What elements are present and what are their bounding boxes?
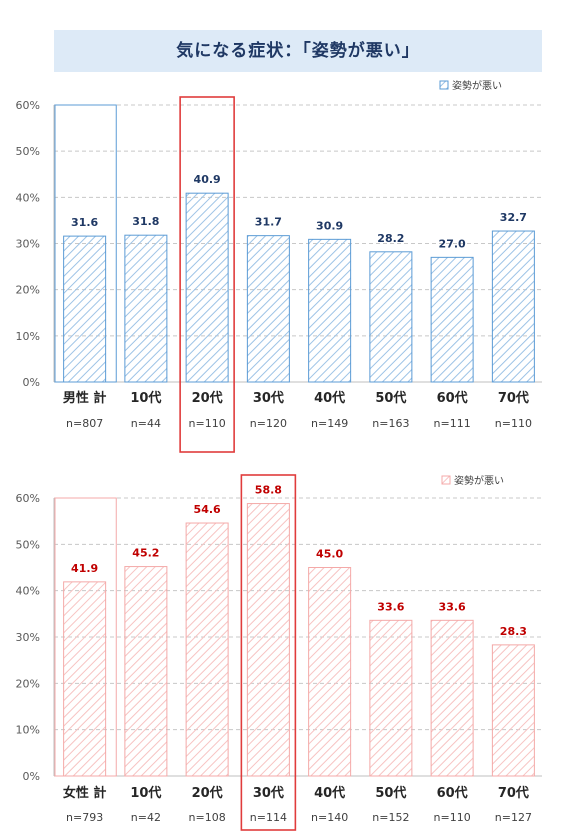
y-tick-label: 0% — [23, 770, 40, 783]
category-label: 20代 — [192, 785, 223, 801]
sample-size-label: n=110 — [495, 417, 532, 430]
data-label: 45.2 — [132, 547, 159, 560]
sample-size-label: n=111 — [434, 417, 471, 430]
bar — [308, 567, 352, 777]
bar — [63, 235, 107, 383]
bar — [430, 256, 474, 383]
legend-label: 姿勢が悪い — [454, 474, 504, 487]
data-label: 41.9 — [71, 562, 98, 575]
bar — [369, 619, 413, 777]
data-label: 40.9 — [194, 173, 221, 186]
data-label: 31.8 — [132, 215, 159, 228]
bar — [185, 192, 229, 383]
chart-2: 0% 10% 20% 30% 40% 50% 60% 姿勢が悪い 41.9 女性 計 n=793 45… — [16, 474, 542, 831]
bar — [246, 235, 290, 383]
highlight-box — [240, 474, 297, 831]
bar — [308, 238, 352, 383]
data-label: 28.3 — [500, 625, 527, 638]
bar — [430, 619, 474, 777]
sample-size-label: n=44 — [131, 417, 161, 430]
category-label: 男性 計 — [63, 390, 107, 406]
y-tick-label: 50% — [16, 145, 40, 158]
legend-label: 姿勢が悪い — [452, 79, 502, 92]
y-tick-label: 60% — [16, 99, 40, 112]
data-label: 54.6 — [194, 503, 221, 516]
category-label: 50代 — [375, 785, 406, 801]
y-tick-label: 50% — [16, 538, 40, 551]
y-tick-label: 20% — [16, 677, 40, 690]
category-label: 女性 計 — [63, 785, 107, 801]
bar — [63, 581, 107, 777]
legend-swatch — [441, 475, 451, 485]
data-label: 45.0 — [316, 548, 343, 561]
data-label: 27.0 — [439, 237, 466, 250]
sample-size-label: n=807 — [66, 417, 103, 430]
sample-size-label: n=127 — [495, 811, 532, 824]
sample-size-label: n=152 — [372, 811, 409, 824]
legend-swatch — [439, 80, 449, 90]
chart-1: 0% 10% 20% 30% 40% 50% 60% 姿勢が悪い 31.6 男性 計 n=807 31… — [16, 79, 542, 453]
y-tick-label: 40% — [16, 585, 40, 598]
y-tick-label: 10% — [16, 330, 40, 343]
y-tick-label: 30% — [16, 238, 40, 251]
category-label: 50代 — [375, 390, 406, 406]
data-label: 32.7 — [500, 211, 527, 224]
sample-size-label: n=114 — [250, 811, 287, 824]
sample-size-label: n=110 — [189, 417, 226, 430]
bar — [491, 230, 535, 383]
y-tick-label: 30% — [16, 631, 40, 644]
y-tick-label: 60% — [16, 492, 40, 505]
category-label: 70代 — [498, 785, 529, 801]
sample-size-label: n=163 — [372, 417, 409, 430]
title-banner: 気になる症状：「姿勢が悪い」 — [54, 30, 542, 72]
bar — [124, 234, 168, 383]
data-label: 31.7 — [255, 216, 282, 229]
bar — [491, 644, 535, 777]
y-tick-label: 40% — [16, 191, 40, 204]
category-label: 60代 — [437, 785, 468, 801]
y-tick-label: 10% — [16, 724, 40, 737]
category-label: 40代 — [314, 785, 345, 801]
data-label: 33.6 — [377, 600, 404, 613]
bar — [246, 503, 290, 777]
data-label: 31.6 — [71, 216, 98, 229]
sample-size-label: n=793 — [66, 811, 103, 824]
category-label: 10代 — [130, 785, 161, 801]
data-label: 28.2 — [377, 232, 404, 245]
data-label: 58.8 — [255, 484, 282, 497]
sample-size-label: n=108 — [189, 811, 226, 824]
category-label: 30代 — [253, 785, 284, 801]
chart-title: 気になる症状：「姿勢が悪い」 — [176, 41, 420, 61]
sample-size-label: n=110 — [434, 811, 471, 824]
category-label: 60代 — [437, 390, 468, 406]
bar — [124, 566, 168, 777]
category-label: 70代 — [498, 390, 529, 406]
category-label: 30代 — [253, 390, 284, 406]
y-tick-label: 0% — [23, 376, 40, 389]
sample-size-label: n=120 — [250, 417, 287, 430]
sample-size-label: n=140 — [311, 811, 348, 824]
bar — [185, 522, 229, 777]
bar — [369, 251, 413, 383]
sample-size-label: n=149 — [311, 417, 348, 430]
category-label: 40代 — [314, 390, 345, 406]
data-label: 30.9 — [316, 219, 343, 232]
sample-size-label: n=42 — [131, 811, 161, 824]
y-tick-label: 20% — [16, 284, 40, 297]
data-label: 33.6 — [439, 600, 466, 613]
category-label: 10代 — [130, 390, 161, 406]
category-label: 20代 — [192, 390, 223, 406]
highlight-box — [179, 96, 235, 453]
